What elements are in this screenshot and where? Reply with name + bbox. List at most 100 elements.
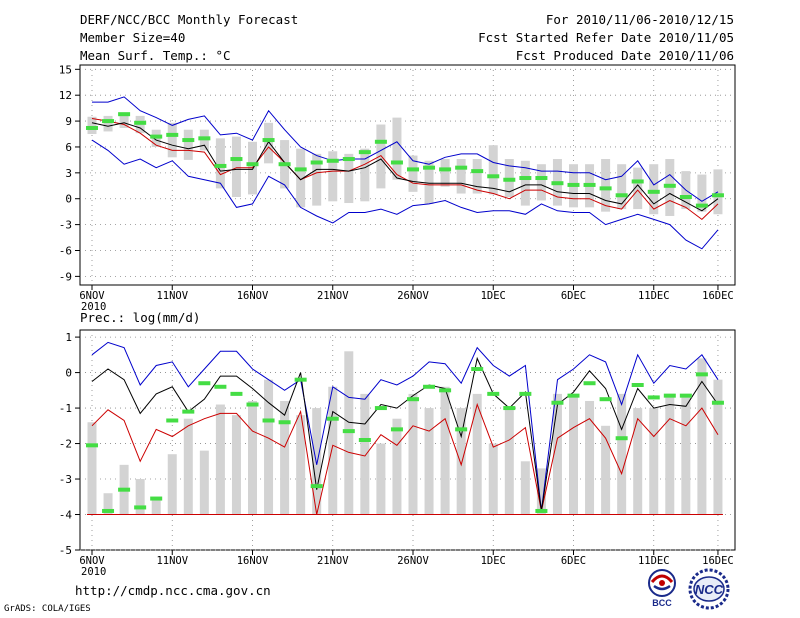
max-line bbox=[92, 96, 719, 202]
mean-marker bbox=[631, 179, 644, 184]
x-tick-label: 6DEC bbox=[561, 555, 586, 567]
mean-marker bbox=[711, 193, 724, 198]
ensemble-box bbox=[103, 115, 113, 132]
ensemble-box bbox=[440, 386, 450, 515]
x-tick-label: 6NOV bbox=[79, 555, 105, 567]
mean-marker bbox=[182, 409, 195, 414]
mean-marker bbox=[150, 496, 163, 501]
x-tick-label: 16DEC bbox=[702, 290, 734, 302]
x-tick-label: 16NOV bbox=[237, 555, 269, 567]
x-tick-sublabel: 2010 bbox=[81, 566, 106, 578]
mean-marker bbox=[310, 160, 323, 165]
mean-marker bbox=[519, 391, 532, 396]
mean-marker bbox=[262, 418, 275, 423]
mean-marker bbox=[503, 177, 516, 182]
ensemble-box bbox=[408, 155, 418, 192]
grads-credit: GrADS: COLA/IGES bbox=[4, 604, 91, 614]
mean-marker bbox=[326, 416, 339, 421]
ensemble-box bbox=[681, 393, 691, 515]
ensemble-box bbox=[569, 393, 578, 515]
y-tick-label: -3 bbox=[59, 473, 72, 486]
mean-marker bbox=[711, 400, 724, 405]
mean-marker bbox=[455, 427, 468, 432]
ensemble-box bbox=[488, 443, 498, 515]
mean-marker bbox=[663, 393, 676, 398]
y-tick-label: 0 bbox=[65, 193, 72, 206]
mean-marker bbox=[583, 182, 596, 187]
ensemble-box bbox=[424, 408, 434, 515]
mean-marker bbox=[439, 167, 452, 172]
ensemble-box bbox=[392, 117, 402, 180]
x-tick-label: 1DEC bbox=[481, 555, 506, 567]
ensemble-box bbox=[312, 153, 322, 206]
ensemble-box bbox=[376, 443, 386, 515]
mean-marker bbox=[423, 384, 436, 389]
x-tick-label: 26NOV bbox=[397, 290, 429, 302]
y-tick-label: 9 bbox=[65, 115, 72, 128]
ensemble-box bbox=[440, 159, 450, 187]
x-tick-label: 11NOV bbox=[156, 555, 188, 567]
mean-marker bbox=[455, 165, 468, 170]
y-tick-label: 15 bbox=[59, 63, 72, 76]
mean-marker bbox=[86, 443, 98, 448]
mean-marker bbox=[471, 367, 484, 372]
ensemble-box bbox=[360, 393, 370, 515]
mean-marker bbox=[407, 167, 419, 172]
mean-marker bbox=[439, 388, 452, 393]
y-tick-label: -4 bbox=[59, 509, 73, 522]
x-tick-label: 16NOV bbox=[237, 290, 269, 302]
mean-marker bbox=[615, 436, 628, 441]
mean-marker bbox=[326, 158, 339, 163]
x-tick-label: 16DEC bbox=[702, 555, 734, 567]
ensemble-box bbox=[456, 408, 466, 515]
mean-marker bbox=[487, 391, 500, 396]
mean-marker bbox=[150, 134, 163, 139]
ensemble-box bbox=[215, 138, 225, 189]
y-tick-label: 6 bbox=[65, 141, 72, 154]
ensemble-box bbox=[199, 450, 209, 515]
y-tick-label: 0 bbox=[65, 367, 72, 380]
x-tick-label: 6NOV bbox=[79, 290, 105, 302]
mean-marker bbox=[567, 182, 580, 187]
x-tick-label: 21NOV bbox=[317, 290, 349, 302]
ensemble-box bbox=[665, 393, 675, 515]
mean-marker bbox=[487, 174, 500, 179]
mean-marker bbox=[358, 150, 371, 155]
ensemble-box bbox=[328, 151, 338, 202]
ensemble-box bbox=[424, 160, 434, 204]
member-size-label: Member Size=40 bbox=[80, 30, 186, 45]
mean-marker bbox=[503, 406, 516, 411]
ensemble-box bbox=[504, 408, 514, 515]
svg-text:NCC: NCC bbox=[695, 582, 724, 597]
mean-marker bbox=[262, 138, 275, 143]
ensemble-box bbox=[215, 404, 225, 515]
mean-marker bbox=[374, 406, 387, 411]
x-tick-label: 11DEC bbox=[638, 290, 670, 302]
ncc-logo-icon: NCC bbox=[688, 568, 730, 610]
mean-marker bbox=[246, 402, 259, 407]
svg-text:BCC: BCC bbox=[652, 598, 672, 608]
ensemble-box bbox=[119, 112, 129, 128]
mean-marker bbox=[294, 377, 307, 382]
mean-marker bbox=[583, 381, 596, 386]
ensemble-box bbox=[520, 160, 530, 206]
source-url[interactable]: http://cmdp.ncc.cma.gov.cn bbox=[75, 583, 271, 598]
chart-panel-2: Prec.: log(mm/d)-5-4-3-2-1016NOV201011NO… bbox=[59, 310, 736, 578]
y-tick-label: -9 bbox=[59, 270, 72, 283]
y-tick-label: -3 bbox=[59, 219, 72, 232]
refer-date: Fcst Started Refer Date 2010/11/05 bbox=[478, 30, 734, 45]
mean-marker bbox=[310, 484, 323, 489]
ensemble-box bbox=[649, 408, 659, 515]
lower-line bbox=[91, 118, 719, 221]
ensemble-box bbox=[167, 454, 177, 515]
ensemble-box bbox=[456, 159, 466, 194]
ensemble-box bbox=[87, 116, 97, 135]
mean-marker bbox=[519, 176, 532, 181]
mean-marker bbox=[230, 391, 243, 396]
mean-marker bbox=[647, 395, 660, 400]
ensemble-box bbox=[552, 393, 562, 515]
x-tick-label: 6DEC bbox=[561, 290, 586, 302]
ensemble-box bbox=[601, 159, 611, 212]
